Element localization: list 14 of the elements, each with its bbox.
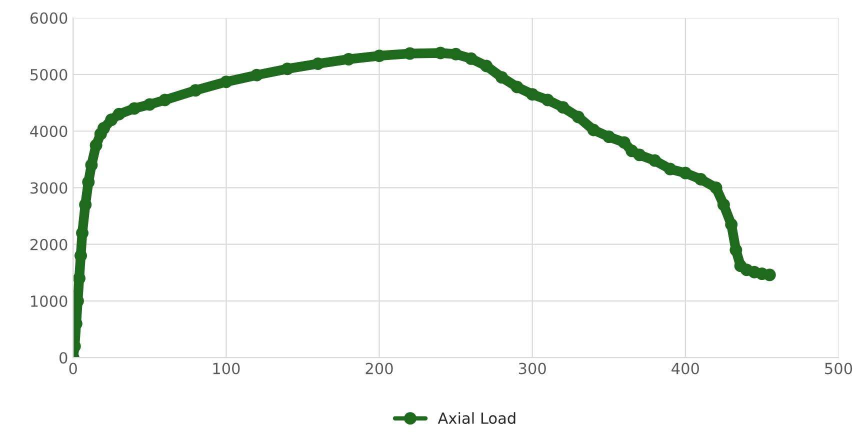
- y-tick-label: 2000: [30, 238, 68, 250]
- legend-label: Axial Load: [438, 412, 516, 424]
- x-tick-label: 200: [366, 362, 393, 374]
- x-tick-label: 400: [672, 362, 699, 374]
- y-tick-label: 4000: [30, 126, 68, 138]
- y-tick-label: 0: [60, 352, 68, 364]
- y-tick-label: 6000: [30, 12, 68, 24]
- y-tick-label: 1000: [31, 295, 68, 307]
- x-tick-label: 100: [213, 362, 240, 374]
- x-tick-label: 0: [69, 362, 77, 374]
- y-tick-label: 3000: [30, 182, 68, 194]
- y-tick-label: 5000: [30, 68, 68, 81]
- x-tick-label: 500: [825, 362, 852, 374]
- x-tick-label: 300: [518, 362, 546, 374]
